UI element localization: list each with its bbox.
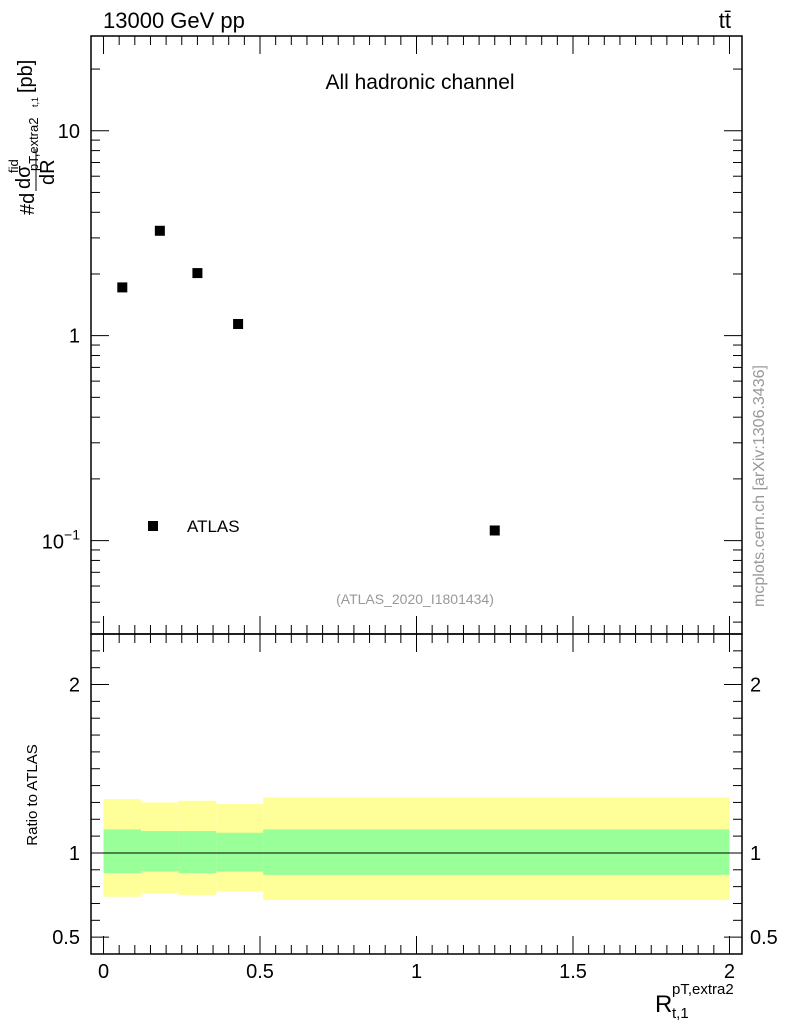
top-y-axis-label: #d dσ fid pT,extra2 dR t,1 [pb] <box>6 60 59 215</box>
x-tick-label: 2 <box>724 961 735 983</box>
data-point <box>233 319 244 330</box>
top-ylabel-numerator-sup: fid <box>6 159 21 173</box>
bottom-y-axis-label: Ratio to ATLAS <box>24 744 41 845</box>
bottom-y-tick-label-left: 0.5 <box>52 927 80 949</box>
channel-label: All hadronic channel <box>325 71 514 94</box>
data-point <box>489 525 500 536</box>
top-ylabel-numerator: dσ <box>13 165 35 189</box>
bottom-x-ticks <box>103 634 730 954</box>
inner-band <box>216 832 264 872</box>
top-panel-frame <box>90 35 743 635</box>
bottom-y-tick-label-right: 1 <box>750 843 761 865</box>
inner-band <box>263 829 730 875</box>
legend: ATLAS <box>148 517 240 536</box>
energy-label: 13000 GeV pp <box>103 8 245 33</box>
legend-label: ATLAS <box>187 517 240 536</box>
bottom-y-tick-labels: 0.5 0.5 1 1 2 2 <box>52 675 778 950</box>
bottom-y-tick-label-left: 1 <box>69 843 80 865</box>
x-tick-label: 1.5 <box>559 961 587 983</box>
bottom-y-ticks <box>91 633 742 955</box>
ratio-bands <box>103 797 730 901</box>
top-ylabel-denominator-sub: t,1 <box>30 97 40 107</box>
top-y-ticks <box>91 68 742 623</box>
top-y-tick-labels: 10−1 1 10 <box>42 121 80 554</box>
side-label: mcplots.cern.ch [arXiv:1306.3436] <box>751 365 768 607</box>
top-y-tick-label: 1 <box>69 326 80 348</box>
data-point <box>154 225 165 236</box>
bottom-y-tick-label-right: 2 <box>750 675 761 697</box>
x-label-main: R <box>655 991 672 1018</box>
legend-marker <box>148 521 158 531</box>
x-tick-label: 1 <box>411 961 422 983</box>
inner-band <box>178 831 217 874</box>
x-label-sub: t,1 <box>672 1005 689 1022</box>
x-label-sup: pT,extra2 <box>672 981 734 998</box>
data-point <box>117 282 128 293</box>
x-tick-label: 0.5 <box>246 961 274 983</box>
top-ylabel-denominator: dR <box>37 159 59 185</box>
top-ylabel-unit: [pb] <box>15 60 37 93</box>
process-label: tt̄ <box>719 8 731 33</box>
top-y-tick-label: 10 <box>58 121 80 143</box>
bottom-y-tick-label-right: 0.5 <box>750 927 778 949</box>
x-tick-label: 0 <box>98 961 109 983</box>
inner-band <box>103 829 142 874</box>
top-ylabel-prefix: #d <box>17 193 39 215</box>
bottom-panel-frame <box>90 633 743 955</box>
top-x-ticks <box>103 36 730 634</box>
data-point <box>192 268 203 279</box>
x-tick-labels: 0 0.5 1 1.5 2 <box>98 961 735 983</box>
data-markers <box>117 225 500 536</box>
inner-band <box>141 831 179 872</box>
watermark-label: (ATLAS_2020_I1801434) <box>336 591 494 607</box>
bottom-y-tick-label-left: 2 <box>69 675 80 697</box>
top-y-tick-label: 10−1 <box>42 527 80 554</box>
top-ylabel-numerator-sub: pT,extra2 <box>26 118 41 171</box>
x-axis-label: R pT,extra2 t,1 <box>655 981 734 1022</box>
